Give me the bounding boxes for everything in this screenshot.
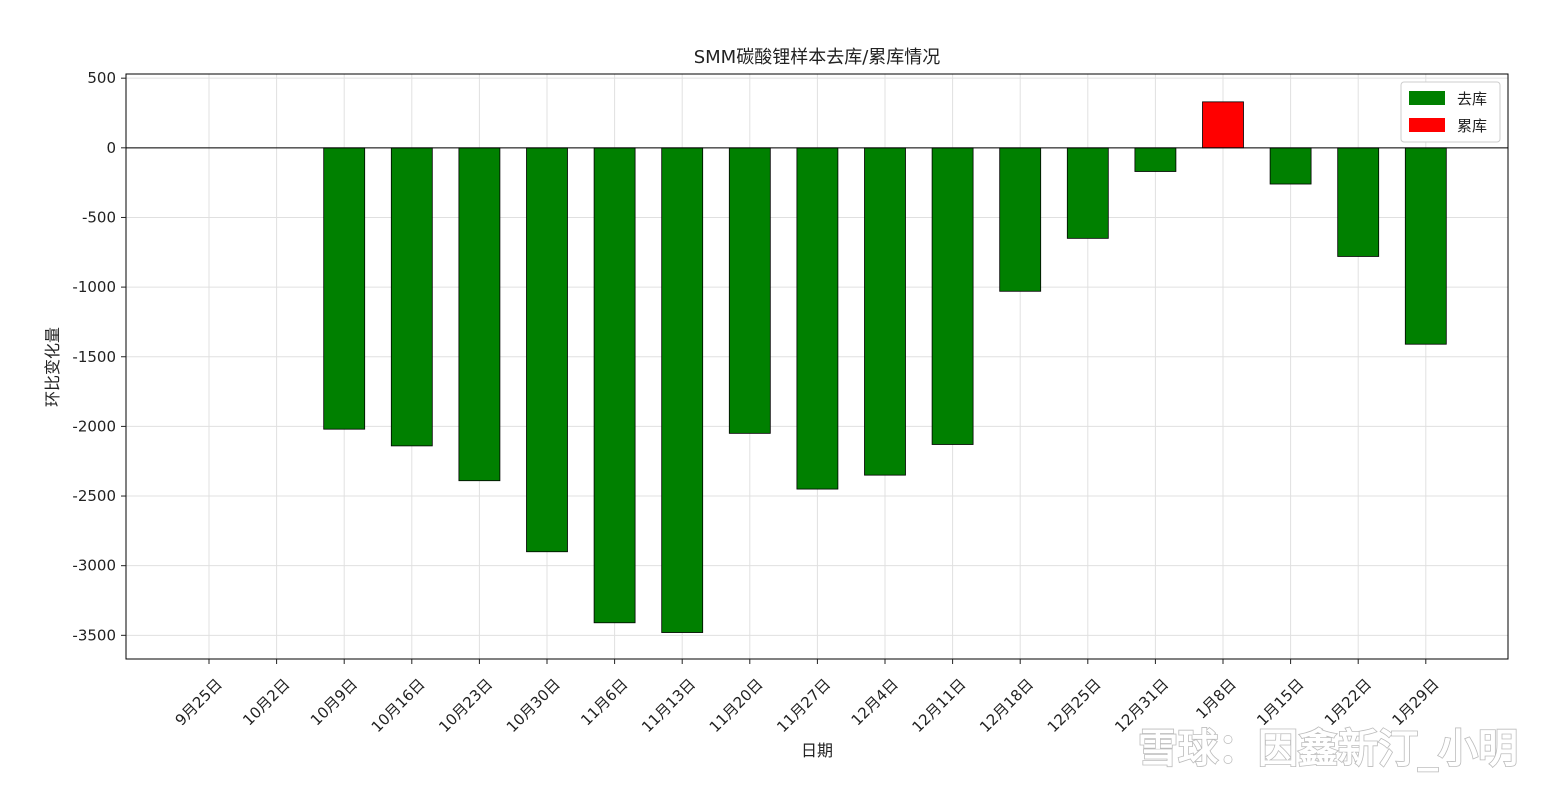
chart-title: SMM碳酸锂样本去库/累库情况: [694, 47, 941, 68]
bar-1月22日: [1337, 147, 1380, 257]
bar-11月20日: [728, 147, 771, 434]
x-tick-label: 10月2日: [239, 675, 293, 729]
y-tick-label: 500: [87, 69, 116, 87]
x-tick-label: 11月20日: [706, 675, 767, 736]
legend-label: 去库: [1457, 90, 1487, 108]
y-tick-label: -1500: [72, 348, 116, 366]
y-axis-ticks: 500 0 -500 -1000 -1500 -2000 -2500 -3000 -3500: [72, 69, 126, 644]
x-tick-label: 1月22日: [1321, 675, 1375, 729]
y-tick-label: 0: [106, 139, 116, 157]
legend-label: 累库: [1457, 117, 1487, 135]
bar-1月15日: [1269, 147, 1312, 185]
x-tick-label: 10月9日: [307, 675, 361, 729]
bars: [323, 101, 1447, 633]
x-tick-label: 11月13日: [638, 675, 699, 736]
bar-10月30日: [526, 147, 568, 553]
x-tick-label: 11月27日: [773, 675, 834, 736]
y-tick-label: -2000: [72, 417, 116, 435]
x-axis-label: 日期: [801, 741, 833, 760]
watermark: 雪球：因鑫新汀_小明: [1137, 725, 1519, 773]
x-tick-label: 11月6日: [577, 675, 631, 729]
x-tick-label: 1月15日: [1253, 675, 1307, 729]
x-tick-label: 10月30日: [503, 675, 564, 736]
bar-1月8日: [1202, 101, 1244, 149]
bar-12月11日: [931, 147, 974, 445]
y-tick-label: -500: [82, 208, 116, 226]
bar-12月31日: [1134, 147, 1177, 172]
x-tick-label: 9月25日: [172, 675, 226, 729]
bar-11月13日: [661, 147, 704, 633]
bar-11月6日: [593, 147, 636, 624]
bar-12月18日: [999, 147, 1042, 292]
y-tick-label: -1000: [72, 278, 116, 296]
legend-swatch: [1409, 118, 1445, 132]
bar-11月27日: [796, 147, 839, 490]
y-tick-label: -3500: [72, 626, 116, 644]
x-tick-label: 1月8日: [1192, 675, 1239, 722]
y-tick-label: -2500: [72, 487, 116, 505]
x-axis-ticks: 9月25日 10月2日 10月9日 10月16日 10月23日 10月30日 11月6日 11…: [172, 659, 1443, 736]
x-tick-label: 12月11日: [908, 675, 969, 736]
bar-1月29日: [1404, 147, 1447, 345]
x-tick-label: 12月18日: [976, 675, 1037, 736]
y-tick-label: -3000: [72, 557, 116, 575]
bar-10月9日: [323, 147, 366, 430]
x-tick-label: 12月4日: [848, 675, 902, 729]
bar-10月23日: [458, 147, 501, 482]
y-axis-label: 环比变化量: [43, 327, 62, 407]
watermark-text: 雪球：因鑫新汀_小明: [1138, 726, 1518, 772]
bar-12月25日: [1066, 147, 1109, 239]
bar-12月4日: [864, 147, 906, 476]
legend-swatch: [1409, 91, 1445, 105]
x-tick-label: 1月29日: [1388, 675, 1442, 729]
x-tick-label: 12月25日: [1044, 675, 1105, 736]
bar-10月16日: [390, 147, 433, 447]
x-tick-label: 10月16日: [368, 675, 429, 736]
x-tick-label: 10月23日: [435, 675, 496, 736]
